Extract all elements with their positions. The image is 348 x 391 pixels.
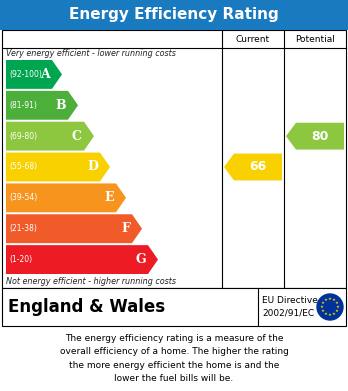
Text: (81-91): (81-91) — [9, 101, 37, 110]
Text: Potential: Potential — [295, 34, 335, 43]
Polygon shape — [224, 154, 282, 180]
Text: E: E — [104, 191, 114, 204]
Text: ★: ★ — [324, 298, 328, 302]
Text: D: D — [87, 160, 98, 174]
Polygon shape — [286, 123, 344, 150]
Text: ★: ★ — [332, 312, 336, 316]
Text: 66: 66 — [250, 160, 267, 174]
Polygon shape — [6, 91, 78, 120]
Text: G: G — [135, 253, 146, 266]
Text: ★: ★ — [320, 305, 324, 309]
Text: ★: ★ — [336, 305, 340, 309]
Text: ★: ★ — [321, 301, 325, 305]
Text: (69-80): (69-80) — [9, 132, 37, 141]
Text: (1-20): (1-20) — [9, 255, 32, 264]
Bar — [2, 288, 346, 326]
Text: ★: ★ — [332, 298, 336, 302]
Polygon shape — [6, 183, 126, 212]
Text: 80: 80 — [311, 130, 329, 143]
Text: F: F — [121, 222, 130, 235]
Text: Current: Current — [236, 34, 270, 43]
Text: (39-54): (39-54) — [9, 194, 37, 203]
Polygon shape — [6, 245, 158, 274]
Text: Very energy efficient - lower running costs: Very energy efficient - lower running co… — [6, 50, 176, 59]
Text: ★: ★ — [328, 297, 332, 301]
Text: B: B — [55, 99, 66, 112]
Text: (92-100): (92-100) — [9, 70, 42, 79]
Polygon shape — [6, 122, 94, 151]
Polygon shape — [6, 152, 110, 181]
Text: ★: ★ — [321, 309, 325, 313]
Text: ★: ★ — [324, 312, 328, 316]
Polygon shape — [6, 214, 142, 243]
Text: EU Directive
2002/91/EC: EU Directive 2002/91/EC — [262, 296, 318, 318]
Polygon shape — [6, 60, 62, 89]
Bar — [0, 0, 348, 30]
Text: (21-38): (21-38) — [9, 224, 37, 233]
Text: The energy efficiency rating is a measure of the
overall efficiency of a home. T: The energy efficiency rating is a measur… — [60, 334, 288, 383]
Bar — [2, 30, 346, 288]
Text: ★: ★ — [335, 301, 339, 305]
Text: Not energy efficient - higher running costs: Not energy efficient - higher running co… — [6, 278, 176, 287]
Text: C: C — [72, 130, 82, 143]
Text: Energy Efficiency Rating: Energy Efficiency Rating — [69, 7, 279, 23]
Text: A: A — [40, 68, 50, 81]
Text: England & Wales: England & Wales — [8, 298, 165, 316]
Text: ★: ★ — [328, 313, 332, 317]
Text: (55-68): (55-68) — [9, 163, 37, 172]
Circle shape — [317, 294, 343, 320]
Text: ★: ★ — [335, 309, 339, 313]
